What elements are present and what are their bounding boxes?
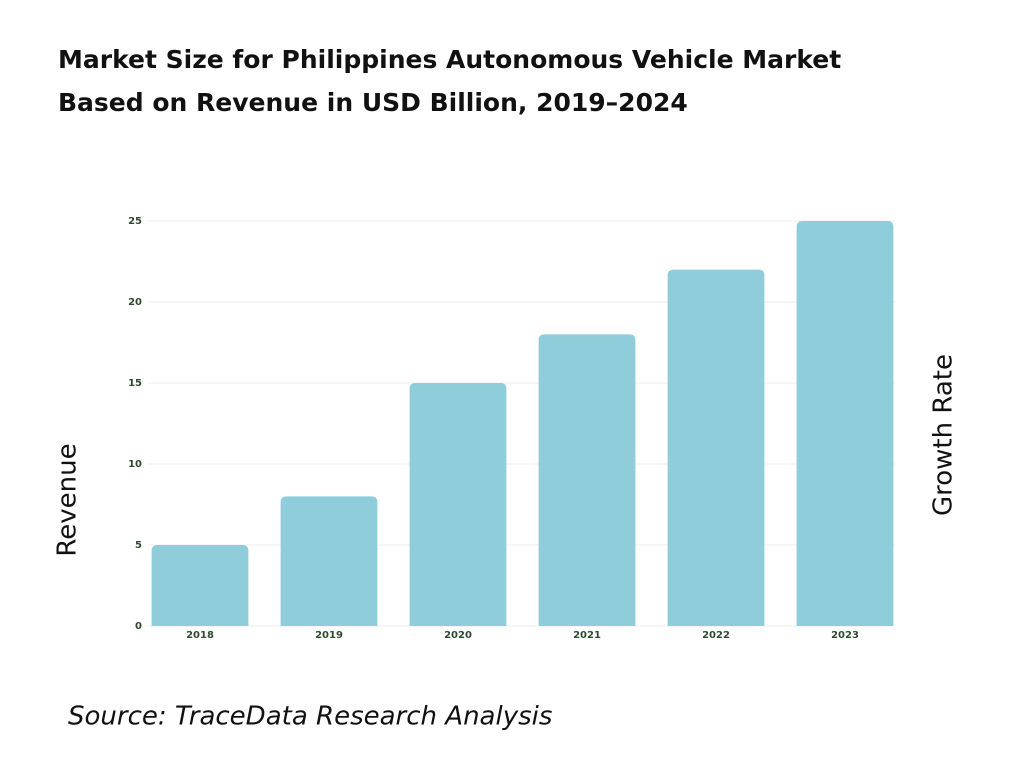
x-tick-label: 2021 xyxy=(573,630,601,641)
y-tick-label: 20 xyxy=(128,297,142,308)
chart-title: Market Size for Philippines Autonomous V… xyxy=(58,45,842,117)
y2-axis-title: Growth Rate xyxy=(929,354,959,516)
x-tick-label: 2022 xyxy=(702,630,730,641)
y-tick-label: 15 xyxy=(128,378,142,389)
x-tick-label: 2018 xyxy=(186,630,214,641)
bar xyxy=(280,496,378,626)
y-axis-title: Revenue xyxy=(53,443,83,556)
bar xyxy=(538,334,636,626)
y-tick-label: 10 xyxy=(128,459,142,470)
source-note: Source: TraceData Research Analysis xyxy=(68,702,552,732)
y-tick-label: 0 xyxy=(135,621,142,632)
y-tick-label: 25 xyxy=(128,216,142,227)
bar xyxy=(151,545,249,626)
bar xyxy=(796,221,894,626)
x-tick-label: 2020 xyxy=(444,630,472,641)
x-tick-label: 2023 xyxy=(831,630,859,641)
bar xyxy=(667,269,765,626)
y-tick-label: 5 xyxy=(135,540,142,551)
x-tick-label: 2019 xyxy=(315,630,343,641)
bar xyxy=(409,383,507,626)
